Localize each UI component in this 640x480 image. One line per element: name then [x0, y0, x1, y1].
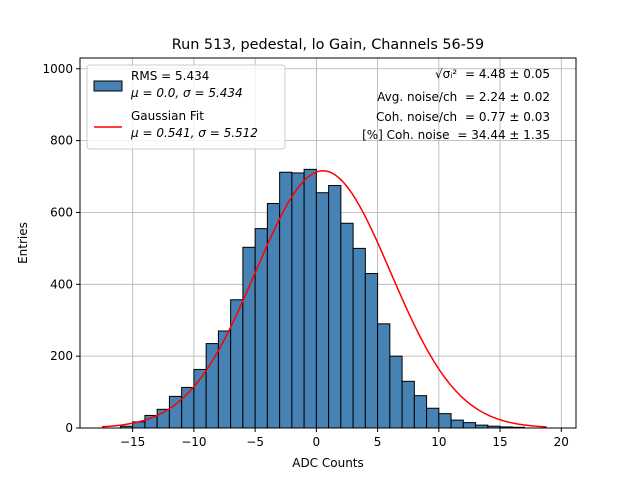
histogram-bar — [364, 273, 379, 429]
annotation-total-noise-value: = 4.48 ± 0.05 — [465, 67, 550, 81]
annotation-coh-noise: Coh. noise/ch = 0.77 ± 0.03 — [376, 110, 550, 124]
histogram-bar — [352, 247, 366, 429]
histogram-bar — [291, 172, 305, 429]
x-tick-label-7: 20 — [554, 435, 569, 449]
y-tick-label-1: 200 — [50, 349, 73, 363]
annotation-avg-noise-value: = 2.24 ± 0.02 — [465, 90, 550, 104]
histogram-bar — [315, 192, 330, 429]
legend-entry-1-line2: μ = 0.0, σ = 5.434 — [130, 86, 243, 100]
x-tick-label-3: 0 — [313, 435, 321, 449]
histogram-bar — [340, 222, 354, 429]
noise-annotations: √σᵢ² = 4.48 ± 0.05 Avg. noise/ch = 2.24 … — [362, 67, 550, 142]
x-tick-label-0: −15 — [120, 435, 145, 449]
x-tick-label-6: 15 — [492, 435, 507, 449]
histogram-bar — [242, 246, 256, 429]
annotation-total-noise: √σᵢ² = 4.48 ± 0.05 — [435, 67, 550, 81]
annotation-total-noise-label: √σᵢ² — [435, 67, 457, 81]
x-axis-label: ADC Counts — [292, 456, 364, 470]
histogram-bar — [303, 168, 317, 429]
legend-entry-2-line2: μ = 0.541, σ = 5.512 — [130, 126, 258, 140]
y-axis-ticks: 0 200 400 600 800 1000 — [42, 62, 80, 435]
y-tick-label-3: 600 — [50, 205, 73, 219]
y-tick-label-5: 1000 — [42, 62, 73, 76]
y-tick-label-2: 400 — [50, 277, 73, 291]
x-axis-ticks: −15 −10 −5 0 5 10 15 20 — [120, 428, 569, 449]
histogram-bar — [389, 355, 403, 429]
histogram-bar — [266, 202, 281, 429]
histogram-bar — [438, 413, 452, 429]
histogram-bar — [401, 380, 415, 429]
legend-swatch-histogram — [93, 80, 123, 92]
histogram-bar — [450, 419, 464, 429]
annotation-avg-noise-label: Avg. noise/ch — [377, 90, 457, 104]
histogram-bar — [279, 171, 293, 429]
legend-entry-2-line1: Gaussian Fit — [131, 109, 204, 123]
annotation-coh-percent: [%] Coh. noise = 34.44 ± 1.35 — [362, 128, 550, 142]
chart-title: Run 513, pedestal, lo Gain, Channels 56-… — [172, 37, 484, 53]
histogram-bar — [205, 343, 219, 429]
y-axis-label: Entries — [16, 222, 30, 264]
histogram-bar — [413, 395, 428, 429]
x-tick-label-1: −10 — [181, 435, 206, 449]
annotation-coh-noise-label: Coh. noise/ch — [376, 110, 457, 124]
x-tick-label-2: −5 — [246, 435, 264, 449]
plot-frame — [79, 57, 577, 429]
y-tick-label-0: 0 — [65, 421, 73, 435]
annotation-avg-noise: Avg. noise/ch = 2.24 ± 0.02 — [377, 90, 550, 104]
histogram-bar — [462, 422, 477, 429]
legend: RMS = 5.434 μ = 0.0, σ = 5.434 Gaussian … — [86, 64, 286, 150]
x-tick-label-4: 5 — [374, 435, 382, 449]
histogram-bar — [377, 323, 391, 429]
gaussian-fit-line — [101, 170, 547, 428]
annotation-coh-percent-label: [%] Coh. noise — [362, 128, 449, 142]
legend-box — [86, 64, 286, 150]
annotation-coh-percent-value: = 34.44 ± 1.35 — [457, 128, 550, 142]
histogram-bar — [426, 407, 440, 429]
histogram-bar — [217, 330, 232, 429]
histogram-bar — [230, 299, 244, 429]
y-tick-label-4: 800 — [50, 134, 73, 148]
x-tick-label-5: 10 — [431, 435, 446, 449]
annotation-coh-noise-value: = 0.77 ± 0.03 — [465, 110, 550, 124]
histogram-bar — [328, 185, 342, 429]
legend-entry-1-line1: RMS = 5.434 — [131, 69, 209, 83]
